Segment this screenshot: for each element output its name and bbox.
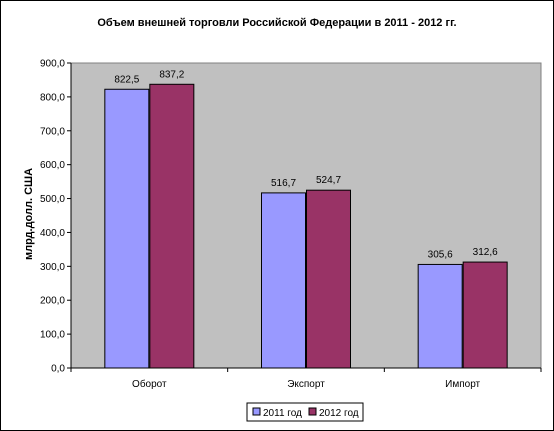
y-tick-label: 0,0	[51, 364, 65, 375]
data-label: 822,5	[114, 74, 139, 85]
y-tick-label: 500,0	[40, 194, 65, 205]
legend: 2011 год 2012 год	[246, 402, 364, 422]
bar	[149, 83, 195, 369]
y-tick-label: 700,0	[40, 126, 65, 137]
data-label: 516,7	[271, 178, 296, 189]
legend-label: 2012 год	[319, 408, 359, 419]
bar	[462, 261, 508, 369]
legend-label: 2011 год	[263, 408, 302, 419]
plot-area: 0,0 100,0 200,0 300,0 400,0 500,0 600,0 700,0 80…	[40, 59, 542, 390]
legend-swatch	[308, 407, 317, 416]
x-tick-label: Импорт	[445, 379, 480, 390]
y-tick-label: 200,0	[40, 296, 65, 307]
x-tick-label: Оборот	[132, 378, 167, 390]
y-tick-label: 600,0	[40, 160, 65, 171]
bar	[104, 88, 150, 369]
y-tick-label: 800,0	[40, 92, 65, 103]
chart-title: Объем внешней торговли Российской Федера…	[97, 17, 456, 29]
bar	[417, 263, 463, 369]
legend-swatch	[252, 407, 261, 416]
y-axis-label: млрд.долл. США	[23, 168, 35, 260]
y-tick-label: 300,0	[40, 262, 65, 273]
legend-box	[246, 402, 364, 422]
bar	[261, 192, 306, 369]
data-label: 837,2	[159, 69, 184, 80]
data-label: 305,6	[428, 249, 453, 260]
bar	[306, 189, 351, 369]
y-tick-label: 900,0	[40, 59, 65, 70]
y-tick-label: 100,0	[40, 330, 65, 341]
y-tick-label: 400,0	[40, 228, 65, 239]
data-label: 524,7	[316, 175, 341, 186]
data-label: 312,6	[473, 247, 498, 258]
x-tick-label: Экспорт	[287, 379, 325, 390]
